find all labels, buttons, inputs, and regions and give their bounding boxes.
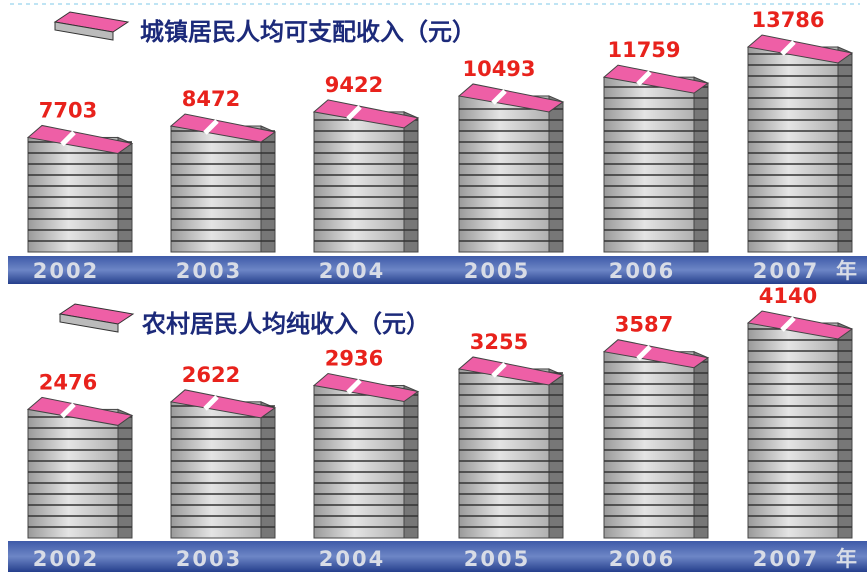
value-label: 2936 [325,347,383,371]
stack-top-stripe [636,70,652,86]
value-label: 2476 [39,370,97,394]
bar-stack [169,113,277,253]
x-tick-label: 2006 [609,547,675,571]
stack-side [117,136,133,253]
value-label: 7703 [39,98,97,122]
stack-top [602,339,710,369]
stack-side [837,46,853,253]
stack-front [458,95,550,253]
x-tick-label: 2004 [319,547,385,571]
stack-top [26,124,134,154]
bar-stack [26,396,134,539]
stack-top [312,99,420,129]
x-tick-label: 2005 [464,547,530,571]
year-band [8,541,867,572]
stack-side [693,350,709,539]
x-unit: 年 [836,547,859,571]
stack-top-stripe [203,119,219,135]
stack-top [169,389,277,419]
bar-stack [746,34,854,253]
value-label: 11759 [607,38,680,62]
stack-top-stripe [491,362,507,378]
chart-title: 城镇居民人均可支配收入（元） [140,18,476,46]
stack-side [260,401,276,539]
value-label: 10493 [462,57,535,81]
stack-front [27,136,119,253]
x-tick-label: 2007 [753,547,819,571]
stack-front [170,401,262,539]
bar-stack [312,99,420,253]
stack-front [313,385,405,539]
x-tick-label: 2005 [464,259,530,283]
stack-top [169,113,277,143]
stack-front [170,125,262,253]
stack-top [746,34,854,64]
stack-top-stripe [346,105,362,121]
stack-top [746,310,854,340]
bar-stack [602,339,710,539]
value-label: 13786 [751,8,824,32]
bar-stack [312,372,420,539]
bar-stack [26,124,134,253]
year-band [8,256,867,284]
stack-top-stripe [636,344,652,361]
stack-top-stripe [60,402,76,419]
stack-front [313,111,405,253]
value-label: 3587 [615,313,673,337]
stack-side [403,384,419,539]
stack-top [457,356,565,386]
stack-side [260,125,276,253]
x-tick-label: 2003 [176,547,242,571]
stack-top [457,83,565,113]
stack-top [312,372,420,403]
stack-top-stripe [780,40,796,56]
stack-side [837,322,853,539]
bar-stack [169,389,277,539]
value-label: 4140 [759,284,817,308]
title-icon [53,11,135,333]
value-label: 9422 [325,73,383,97]
x-tick-label: 2006 [609,259,675,283]
stack-front [747,46,839,253]
stack-side [548,95,564,253]
stack-top-stripe [780,316,796,332]
stack-top-stripe [491,89,507,105]
x-tick-label: 2004 [319,259,385,283]
stack-top-stripe [60,130,76,147]
stack-front [458,368,550,539]
x-tick-label: 2002 [33,259,99,283]
value-label: 3255 [470,330,528,354]
chart-title: 农村居民人均纯收入（元） [141,310,430,338]
stack-side [403,111,419,253]
x-tick-label: 2007 [753,259,819,283]
stack-top [602,64,710,94]
bar-stack [602,64,710,253]
stack-top [26,396,134,426]
stack-side [117,408,133,539]
bar-stack [457,356,565,539]
stack-front [747,322,839,539]
value-label: 8472 [182,87,240,111]
value-label: 2622 [182,363,240,387]
stack-top-stripe [203,395,219,411]
stack-front [603,351,695,539]
x-tick-label: 2003 [176,259,242,283]
x-unit: 年 [836,259,859,283]
stack-top-stripe [346,378,362,395]
bar-stack [746,310,854,539]
x-tick-label: 2002 [33,547,99,571]
bar-stack [457,83,565,253]
